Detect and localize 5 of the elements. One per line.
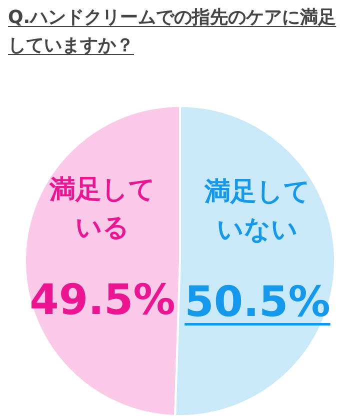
- slice-label: 満足している: [48, 174, 156, 243]
- data-label: 49.5%: [30, 274, 176, 324]
- chart-title: Q.ハンドクリームでの指先のケアに満足していますか？: [8, 6, 338, 58]
- data-label: 50.5%: [184, 277, 330, 326]
- slice-label: 満足していない: [203, 177, 310, 246]
